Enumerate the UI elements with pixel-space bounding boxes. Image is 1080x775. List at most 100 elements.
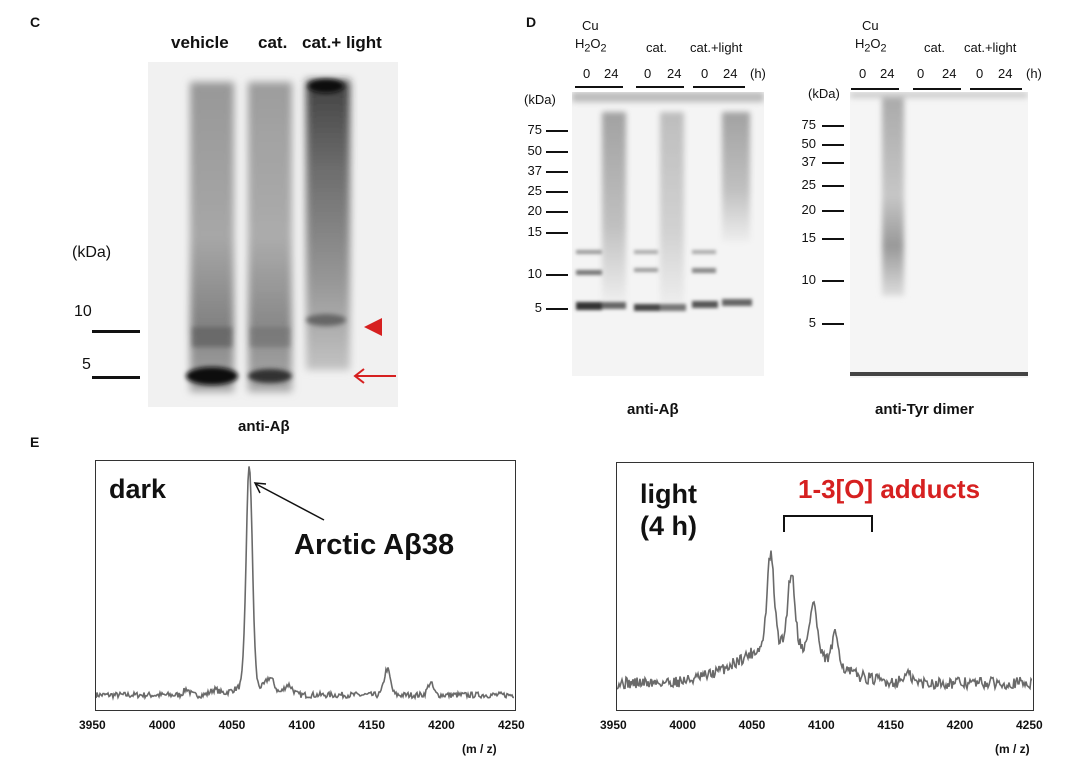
d-left-marker-tick	[546, 274, 568, 276]
d-right-group-cat-light: cat.+light	[964, 40, 1017, 55]
d-left-group-cat-light: cat.+light	[690, 40, 743, 55]
e-right-x-tick-label: 4200	[946, 718, 974, 732]
d-right-marker-tick	[822, 185, 844, 187]
d-right-marker-label: 50	[801, 136, 816, 151]
d-right-bracket	[851, 88, 899, 90]
d-right-bracket	[970, 88, 1022, 90]
c-caption: anti-Aβ	[238, 418, 290, 435]
d-left-marker-label: 75	[527, 122, 542, 137]
d-right-marker-label: 25	[801, 177, 816, 192]
adducts-bracket	[783, 515, 873, 532]
d-left-time: 24	[723, 66, 738, 81]
d-right-time: 24	[942, 66, 957, 81]
d-left-marker-tick	[546, 191, 568, 193]
e-left-x-tick-label: 4000	[148, 718, 176, 732]
d-left-hour-unit: (h)	[750, 66, 766, 81]
d-left-marker-label: 50	[527, 143, 542, 158]
d-right-marker-tick	[822, 210, 844, 212]
lane-label-cat-light: cat.+ light	[302, 33, 382, 52]
d-right-marker-tick	[822, 144, 844, 146]
d-left-caption: anti-Aβ	[627, 401, 679, 418]
d-left-kda-label: (kDa)	[524, 92, 556, 107]
d-right-marker-label: 37	[801, 154, 816, 169]
e-right-x-tick-label: 4150	[877, 718, 905, 732]
d-left-marker-label: 15	[527, 224, 542, 239]
spectrum-light-label-line1: light	[640, 479, 697, 509]
d-left-group-cat: cat.	[646, 40, 667, 55]
spectrum-dark-frame	[95, 460, 516, 711]
d-left-bracket	[575, 86, 623, 88]
lane-label-vehicle: vehicle	[171, 33, 229, 52]
d-left-marker-label: 10	[527, 266, 542, 281]
e-right-x-tick-label: 4250	[1016, 718, 1043, 732]
e-left-x-tick-label: 4200	[428, 718, 455, 732]
d-right-marker-tick	[822, 238, 844, 240]
spectrum-dark	[96, 466, 514, 701]
c-marker-10-tick	[92, 330, 140, 333]
e-right-x-tick-label: 4050	[738, 718, 766, 732]
d-left-time: 0	[701, 66, 709, 81]
c-kda-label: (kDa)	[72, 244, 112, 261]
d-left-time: 24	[667, 66, 682, 81]
blot-c	[148, 62, 398, 407]
spectrum-light-label: light (4 h)	[640, 478, 697, 542]
d-right-group-cat: cat.	[924, 40, 945, 55]
d-right-time: 0	[917, 66, 925, 81]
d-right-marker-label: 15	[801, 230, 816, 245]
d-left-marker-tick	[546, 211, 568, 213]
d-right-marker-label: 5	[808, 315, 816, 330]
e-left-x-tick-label: 4150	[358, 718, 386, 732]
e-right-x-tick-label: 3950	[600, 718, 627, 732]
d-left-marker-label: 5	[534, 300, 542, 315]
d-right-kda-label: (kDa)	[808, 86, 840, 101]
d-left-marker-label: 25	[527, 183, 542, 198]
annotation-arrow-icon	[253, 482, 325, 521]
d-right-bracket	[913, 88, 961, 90]
d-right-marker-tick	[822, 323, 844, 325]
e-right-x-tick-label: 4100	[808, 718, 835, 732]
e-left-x-unit: (m / z)	[462, 742, 497, 756]
annotation-arctic-abeta38: Arctic Aβ38	[294, 529, 455, 561]
c-marker-5-tick	[92, 376, 140, 379]
d-left-marker-tick	[546, 232, 568, 234]
d-left-marker-tick	[546, 308, 568, 310]
spectrum-light-label-line2: (4 h)	[640, 511, 697, 541]
d-right-marker-label: 75	[801, 117, 816, 132]
lane-label-cat: cat.	[258, 33, 288, 52]
c-marker-10-label: 10	[74, 303, 92, 320]
d-right-marker-tick	[822, 280, 844, 282]
d-left-marker-label: 37	[527, 163, 542, 178]
d-right-marker-label: 20	[801, 202, 816, 217]
panel-d-letter: D	[526, 14, 537, 30]
d-right-caption: anti-Tyr dimer	[875, 401, 974, 418]
e-left-x-tick-label: 4100	[288, 718, 316, 732]
d-left-bracket	[693, 86, 745, 88]
d-right-time: 0	[976, 66, 984, 81]
d-left-time: 0	[583, 66, 591, 81]
e-left-x-tick-label: 3950	[79, 718, 106, 732]
spectrum-light-frame	[616, 462, 1034, 711]
d-right-marker-tick	[822, 162, 844, 164]
e-left-x-tick-label: 4250	[498, 718, 525, 732]
d-left-time: 0	[644, 66, 652, 81]
d-right-time: 0	[859, 66, 867, 81]
annotation-oxygen-adducts: 1-3[O] adducts	[798, 474, 981, 504]
blot-d-left	[572, 92, 764, 376]
arrowhead-icon	[364, 318, 382, 336]
blot-d-right	[850, 92, 1028, 378]
c-marker-5-label: 5	[82, 356, 91, 373]
e-right-x-tick-label: 4000	[669, 718, 697, 732]
panel-e-letter: E	[30, 434, 40, 450]
d-left-bracket	[636, 86, 684, 88]
d-right-time: 24	[880, 66, 895, 81]
d-left-group-cu: Cu	[582, 18, 599, 33]
d-left-marker-tick	[546, 171, 568, 173]
d-right-marker-label: 10	[801, 272, 816, 287]
spectrum-dark-label: dark	[109, 474, 167, 504]
d-right-hour-unit: (h)	[1026, 66, 1042, 81]
spectrum-light	[617, 550, 1032, 692]
d-left-marker-tick	[546, 130, 568, 132]
d-right-cu-sub: H2O2	[855, 36, 887, 55]
d-right-marker-tick	[822, 125, 844, 127]
